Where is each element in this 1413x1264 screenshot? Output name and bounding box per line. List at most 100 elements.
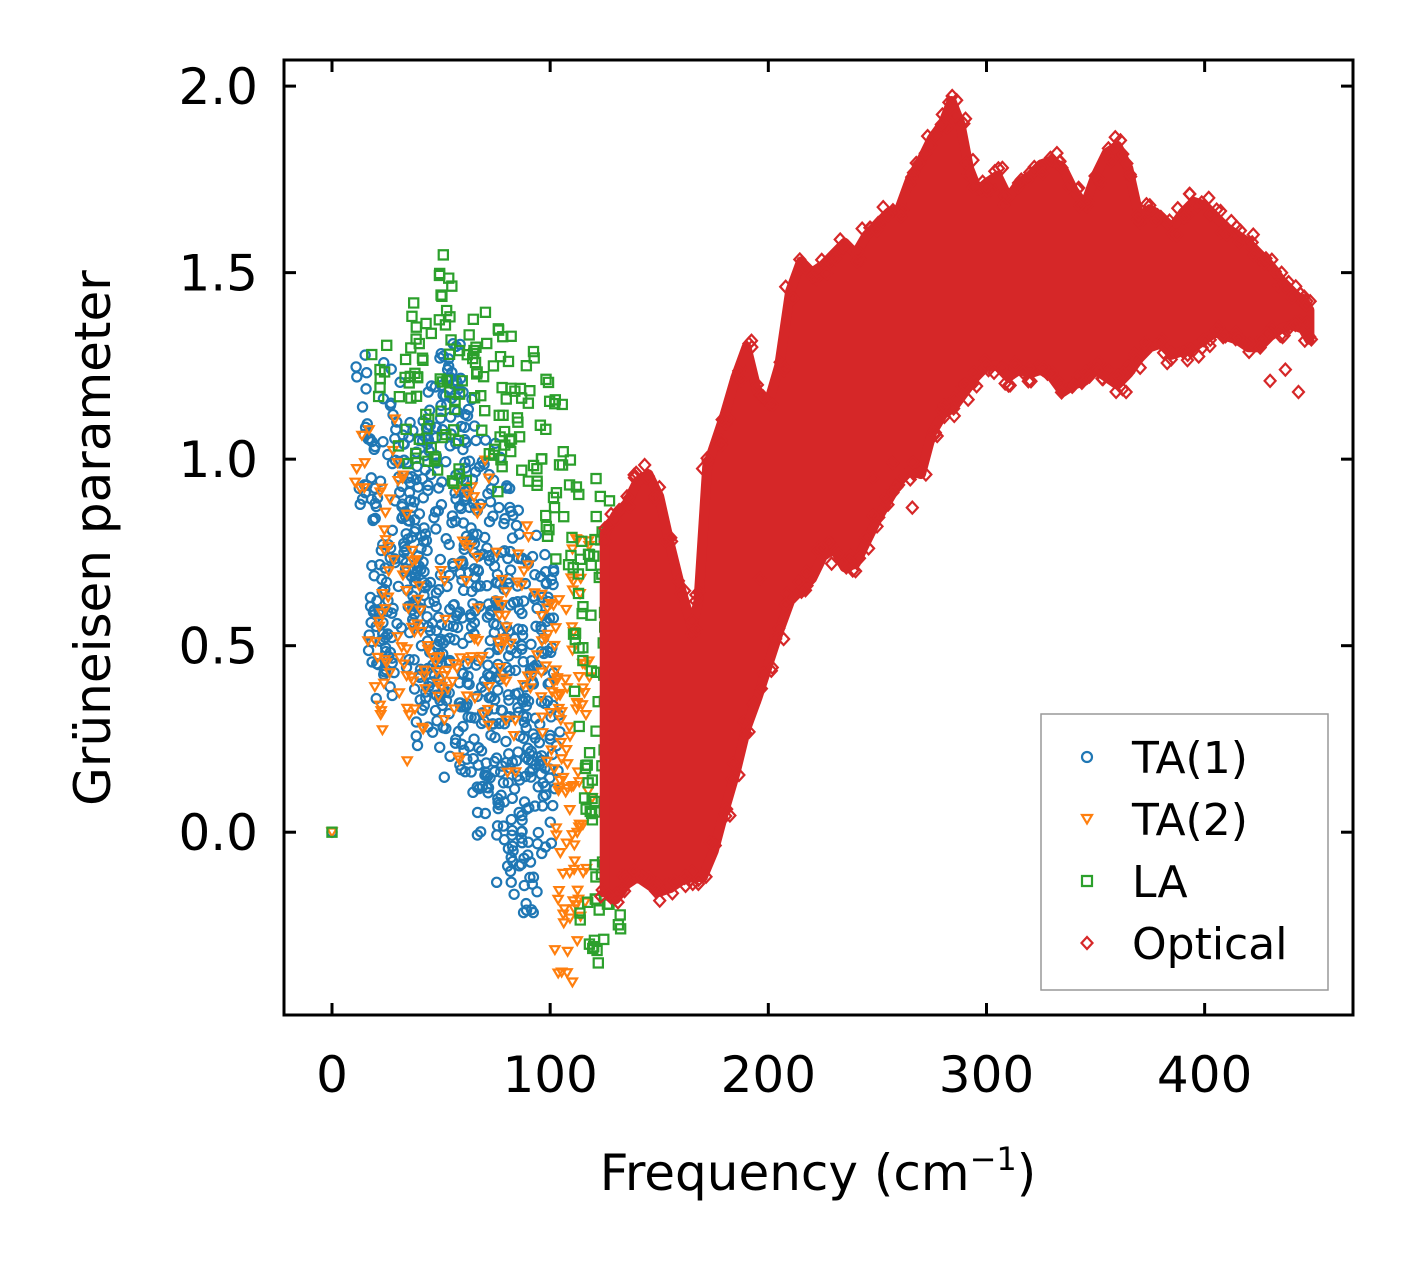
data-point — [634, 868, 649, 885]
data-point — [678, 878, 693, 894]
legend-entry: LA — [1080, 857, 1188, 908]
data-point — [561, 946, 575, 958]
data-point — [545, 687, 559, 699]
legend-entry: Optical — [1080, 919, 1287, 970]
data-point — [432, 505, 445, 517]
data-point — [824, 555, 839, 572]
data-point — [375, 725, 389, 737]
data-point — [494, 350, 507, 363]
data-point — [960, 166, 975, 182]
y-tick-label: 1.0 — [178, 431, 258, 489]
data-point — [845, 562, 860, 579]
data-point — [1271, 278, 1286, 294]
data-point — [381, 592, 395, 604]
data-point — [889, 479, 904, 496]
data-point — [731, 363, 746, 379]
data-point — [540, 603, 554, 615]
data-point — [456, 612, 469, 624]
data-point — [420, 408, 432, 421]
data-point — [406, 310, 418, 323]
data-point — [460, 691, 474, 703]
data-point — [440, 533, 452, 545]
data-point — [1121, 365, 1136, 381]
data-point — [771, 620, 786, 636]
data-point — [430, 600, 442, 613]
data-point — [1233, 223, 1248, 239]
data-point — [376, 573, 388, 585]
data-point — [455, 701, 467, 713]
data-point — [355, 430, 369, 442]
data-point — [515, 392, 528, 404]
data-point — [410, 716, 423, 728]
data-point — [556, 398, 568, 411]
data-point — [465, 766, 477, 778]
data-point — [551, 785, 565, 797]
x-axis-label: Frequency (cm−1) — [600, 1140, 1037, 1202]
data-point — [641, 468, 656, 484]
data-point — [563, 868, 577, 880]
plot-frame — [282, 58, 1355, 1017]
data-point — [505, 445, 517, 458]
data-point — [453, 344, 466, 357]
data-point — [522, 849, 534, 861]
data-point — [871, 215, 886, 231]
data-point — [547, 565, 560, 578]
data-point — [497, 820, 510, 832]
data-point — [570, 481, 583, 493]
data-point — [372, 390, 385, 403]
data-point — [598, 533, 613, 550]
data-point — [443, 569, 456, 582]
data-point — [467, 313, 480, 325]
data-point — [809, 271, 824, 287]
data-point — [475, 651, 489, 663]
data-point — [549, 823, 563, 835]
data-point — [572, 671, 586, 684]
data-point — [544, 816, 556, 828]
data-point — [947, 408, 962, 424]
data-point — [480, 766, 492, 779]
data-point — [579, 762, 592, 775]
data-point — [671, 573, 686, 589]
data-point — [419, 528, 432, 540]
data-point — [556, 459, 569, 471]
data-point — [1090, 362, 1105, 378]
data-point — [579, 710, 593, 722]
data-point — [492, 485, 504, 498]
data-point — [507, 509, 519, 521]
data-point — [1095, 371, 1110, 387]
data-point — [1253, 339, 1268, 356]
data-point — [700, 450, 715, 466]
data-point — [493, 501, 505, 514]
data-point — [646, 880, 661, 896]
data-point — [1264, 252, 1279, 268]
data-point — [447, 704, 461, 716]
data-point — [508, 715, 522, 727]
data-point — [618, 869, 633, 885]
data-point — [565, 830, 579, 842]
data-point — [778, 279, 793, 295]
data-point — [742, 724, 757, 740]
data-point — [417, 535, 430, 547]
data-point — [574, 907, 586, 919]
data-point — [452, 558, 466, 570]
data-point — [750, 377, 765, 393]
data-point — [1150, 207, 1165, 223]
data-point — [828, 251, 843, 267]
data-point — [918, 466, 933, 483]
data-point — [582, 777, 594, 789]
data-point — [440, 455, 452, 468]
data-point — [491, 619, 503, 631]
data-point — [585, 609, 597, 621]
data-point — [484, 608, 496, 621]
data-point — [429, 704, 442, 717]
data-point — [432, 482, 445, 494]
data-point — [573, 488, 585, 501]
data-point — [366, 348, 378, 361]
data-point — [555, 754, 569, 766]
data-point — [433, 314, 446, 326]
data-point — [535, 712, 549, 724]
data-point — [608, 512, 623, 528]
data-point — [547, 764, 561, 776]
y-tick-label: 0.0 — [178, 804, 258, 862]
data-point — [381, 339, 393, 352]
